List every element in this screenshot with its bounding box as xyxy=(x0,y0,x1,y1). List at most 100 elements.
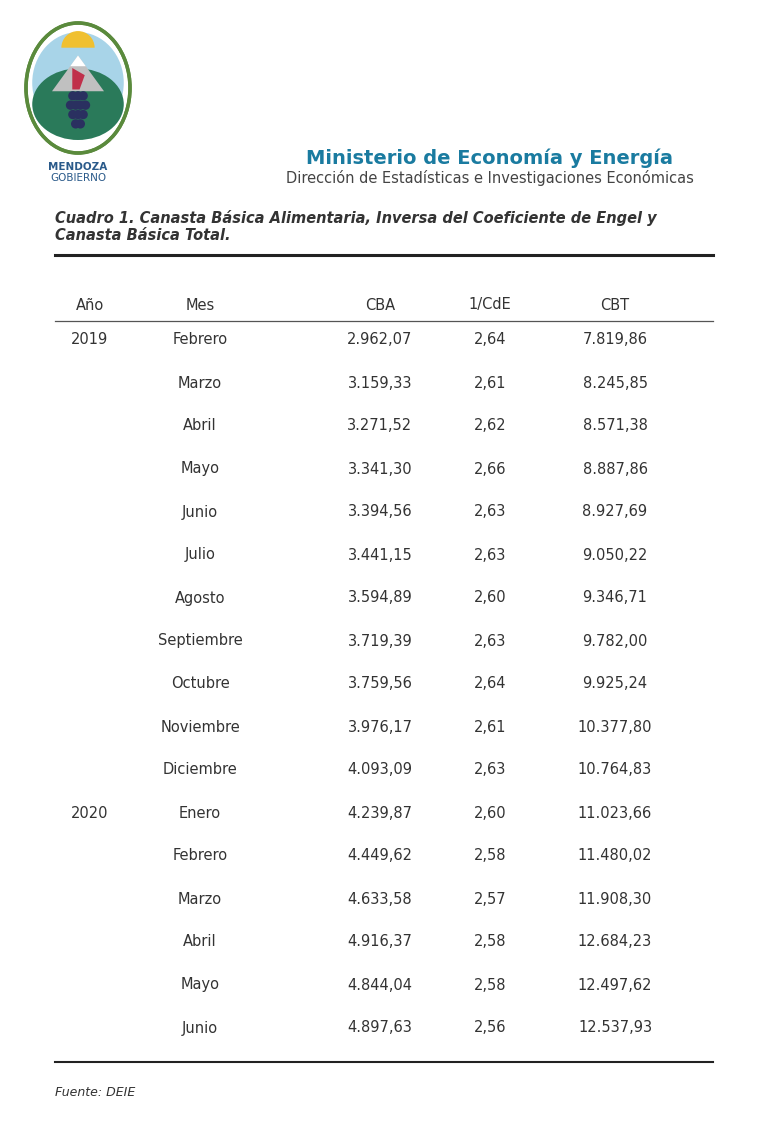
Text: 2,63: 2,63 xyxy=(474,504,506,519)
Text: Agosto: Agosto xyxy=(175,590,225,605)
Text: 3.441,15: 3.441,15 xyxy=(348,547,412,562)
Text: Enero: Enero xyxy=(179,805,221,820)
Text: Noviembre: Noviembre xyxy=(160,719,240,734)
Ellipse shape xyxy=(32,69,124,140)
Text: Julio: Julio xyxy=(184,547,216,562)
Text: 4.916,37: 4.916,37 xyxy=(348,934,412,950)
Polygon shape xyxy=(72,68,84,89)
Text: Diciembre: Diciembre xyxy=(163,762,237,777)
Text: Junio: Junio xyxy=(182,1020,218,1036)
Text: Mayo: Mayo xyxy=(180,977,220,993)
Text: 10.764,83: 10.764,83 xyxy=(578,762,652,777)
Text: 2,57: 2,57 xyxy=(474,891,506,907)
Text: CBT: CBT xyxy=(601,297,630,312)
Circle shape xyxy=(81,101,90,110)
Circle shape xyxy=(76,119,85,129)
Text: GOBIERNO: GOBIERNO xyxy=(50,173,106,183)
Text: 8.245,85: 8.245,85 xyxy=(582,375,647,390)
Text: 2,56: 2,56 xyxy=(474,1020,506,1036)
Text: 12.684,23: 12.684,23 xyxy=(578,934,652,950)
Ellipse shape xyxy=(32,32,124,133)
Text: 2,58: 2,58 xyxy=(474,977,506,993)
Text: 3.759,56: 3.759,56 xyxy=(348,676,412,691)
Text: 4.449,62: 4.449,62 xyxy=(347,848,412,863)
Text: 11.023,66: 11.023,66 xyxy=(578,805,652,820)
Text: 2,60: 2,60 xyxy=(474,805,506,820)
Text: Ministerio de Economía y Energía: Ministerio de Economía y Energía xyxy=(306,148,674,167)
Circle shape xyxy=(71,101,81,110)
Text: 11.480,02: 11.480,02 xyxy=(578,848,652,863)
Text: 7.819,86: 7.819,86 xyxy=(582,333,647,347)
Text: 11.908,30: 11.908,30 xyxy=(578,891,652,907)
Ellipse shape xyxy=(26,23,130,153)
Text: 3.341,30: 3.341,30 xyxy=(348,461,412,476)
Text: 1/CdE: 1/CdE xyxy=(468,297,511,312)
Text: Abril: Abril xyxy=(184,934,217,950)
Text: 2,58: 2,58 xyxy=(474,934,506,950)
Text: Octubre: Octubre xyxy=(170,676,230,691)
Text: 2,66: 2,66 xyxy=(474,461,506,476)
Text: 9.346,71: 9.346,71 xyxy=(583,590,647,605)
Text: 2019: 2019 xyxy=(71,333,108,347)
Text: 3.594,89: 3.594,89 xyxy=(348,590,412,605)
Circle shape xyxy=(73,110,83,119)
Text: 4.897,63: 4.897,63 xyxy=(348,1020,412,1036)
Text: Mayo: Mayo xyxy=(180,461,220,476)
Text: 2.962,07: 2.962,07 xyxy=(347,333,412,347)
Text: 2,63: 2,63 xyxy=(474,633,506,648)
Text: 10.377,80: 10.377,80 xyxy=(578,719,652,734)
Text: 2020: 2020 xyxy=(71,805,109,820)
Text: 2,60: 2,60 xyxy=(474,590,506,605)
Text: 9.925,24: 9.925,24 xyxy=(582,676,647,691)
Text: 2,63: 2,63 xyxy=(474,547,506,562)
Text: 8.571,38: 8.571,38 xyxy=(583,418,647,433)
Text: 3.976,17: 3.976,17 xyxy=(347,719,412,734)
Text: CBA: CBA xyxy=(365,297,395,312)
Circle shape xyxy=(66,101,75,110)
Text: 2,58: 2,58 xyxy=(474,848,506,863)
Text: 3.394,56: 3.394,56 xyxy=(348,504,412,519)
Text: Año: Año xyxy=(76,297,104,312)
Circle shape xyxy=(68,92,78,101)
Circle shape xyxy=(78,110,88,119)
Text: 3.719,39: 3.719,39 xyxy=(348,633,412,648)
Text: 4.239,87: 4.239,87 xyxy=(347,805,412,820)
Text: Marzo: Marzo xyxy=(178,375,222,390)
Text: 2,64: 2,64 xyxy=(474,333,506,347)
Text: MENDOZA: MENDOZA xyxy=(48,162,108,172)
Text: 4.633,58: 4.633,58 xyxy=(348,891,412,907)
Text: 2,61: 2,61 xyxy=(474,719,506,734)
Text: 2,62: 2,62 xyxy=(474,418,506,433)
Text: Septiembre: Septiembre xyxy=(157,633,243,648)
Text: 2,61: 2,61 xyxy=(474,375,506,390)
Circle shape xyxy=(68,110,78,119)
Circle shape xyxy=(71,119,81,129)
Text: Junio: Junio xyxy=(182,504,218,519)
Text: 9.050,22: 9.050,22 xyxy=(582,547,647,562)
Text: Mes: Mes xyxy=(185,297,214,312)
Text: 4.093,09: 4.093,09 xyxy=(347,762,412,777)
Text: Marzo: Marzo xyxy=(178,891,222,907)
Text: 3.159,33: 3.159,33 xyxy=(348,375,412,390)
Text: 4.844,04: 4.844,04 xyxy=(347,977,412,993)
Circle shape xyxy=(78,92,88,101)
Polygon shape xyxy=(52,55,104,92)
Text: Dirección de Estadísticas e Investigaciones Económicas: Dirección de Estadísticas e Investigacio… xyxy=(286,170,694,185)
Circle shape xyxy=(73,92,83,101)
Text: 2,63: 2,63 xyxy=(474,762,506,777)
Text: Fuente: DEIE: Fuente: DEIE xyxy=(55,1087,135,1099)
Text: 9.782,00: 9.782,00 xyxy=(582,633,647,648)
Text: Febrero: Febrero xyxy=(173,848,227,863)
Text: 8.887,86: 8.887,86 xyxy=(582,461,647,476)
Text: 2,64: 2,64 xyxy=(474,676,506,691)
Text: Febrero: Febrero xyxy=(173,333,227,347)
Polygon shape xyxy=(70,55,86,67)
Text: 3.271,52: 3.271,52 xyxy=(347,418,412,433)
Circle shape xyxy=(76,101,85,110)
Text: Cuadro 1. Canasta Básica Alimentaria, Inversa del Coeficiente de Engel y
Canasta: Cuadro 1. Canasta Básica Alimentaria, In… xyxy=(55,210,657,243)
Text: Abril: Abril xyxy=(184,418,217,433)
Wedge shape xyxy=(61,31,94,48)
Text: 8.927,69: 8.927,69 xyxy=(582,504,647,519)
Text: 12.537,93: 12.537,93 xyxy=(578,1020,652,1036)
Text: 12.497,62: 12.497,62 xyxy=(578,977,652,993)
